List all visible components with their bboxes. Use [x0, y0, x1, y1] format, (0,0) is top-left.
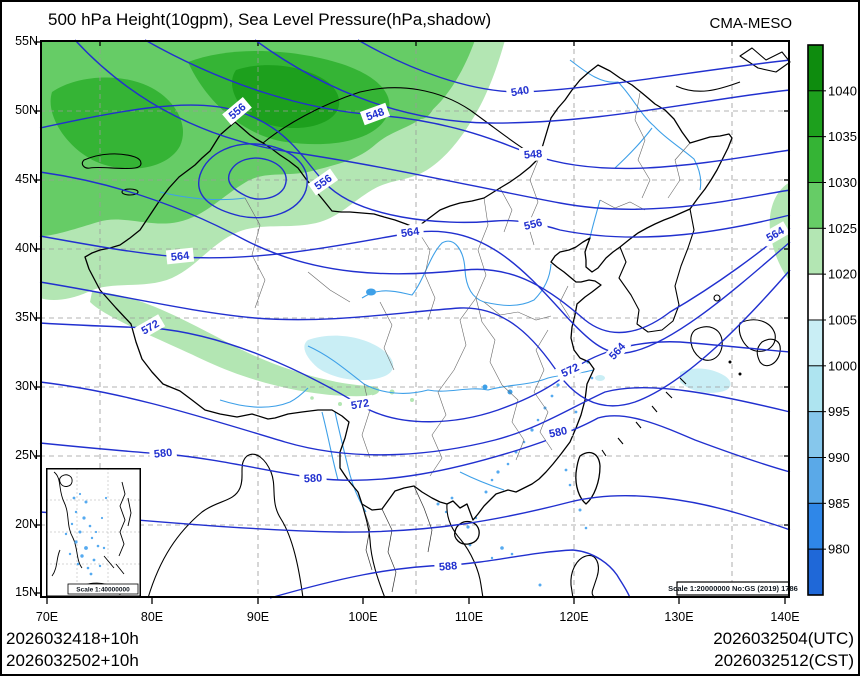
colorbar-label: 985 [828, 496, 850, 511]
colorbar-segment [807, 319, 824, 367]
contour-label: 564 [602, 336, 632, 366]
colorbar-label: 980 [828, 542, 850, 557]
contour-label: 548 [359, 102, 391, 126]
lon-axis-label: 140E [770, 610, 800, 624]
page-title: 500 hPa Height(10gpm), Sea Level Pressur… [48, 10, 492, 29]
contour-label: 548 [518, 145, 548, 163]
svg-text:548: 548 [365, 106, 386, 124]
colorbar-label: 990 [828, 450, 850, 465]
lon-axis-label: 70E [35, 610, 59, 624]
init-time-2: 2026032502+10h [6, 651, 139, 670]
province-borders [244, 92, 691, 593]
colorbar-label: 1000 [828, 358, 857, 373]
svg-text:548: 548 [523, 148, 542, 162]
lon-axis-label: 120E [559, 610, 589, 624]
colorbar-segment [807, 457, 824, 504]
colorbar-segment [807, 182, 824, 229]
colorbar-label: 1020 [828, 267, 857, 282]
svg-text:580: 580 [153, 447, 173, 461]
contour-label: 540 [505, 81, 535, 101]
colorbar-segment [807, 273, 824, 321]
svg-text:572: 572 [350, 397, 370, 412]
rivers-layer [159, 59, 702, 513]
contour-label: 580 [543, 422, 573, 442]
colorbar-segment [807, 548, 824, 596]
lat-axis-label: 40N [15, 241, 38, 255]
svg-text:580: 580 [548, 425, 568, 441]
lat-axis-label: 20N [15, 517, 38, 531]
coastlines-layer [81, 47, 791, 599]
axis-ticks [34, 40, 790, 604]
model-name: CMA-MESO [709, 15, 793, 32]
coastal-speckles [436, 360, 594, 587]
colorbar-segment [807, 502, 824, 550]
svg-text:564: 564 [400, 226, 421, 241]
svg-text:556: 556 [523, 217, 544, 233]
lon-axis-label: 80E [140, 610, 164, 624]
contour-label: 572 [554, 357, 586, 383]
colorbar-label: 1040 [828, 83, 857, 98]
lat-axis-label: 35N [15, 310, 38, 324]
colorbar-segment [807, 365, 824, 413]
colorbar-segment [807, 44, 824, 92]
svg-text:564: 564 [170, 250, 190, 264]
lat-axis-label: 30N [15, 379, 38, 393]
map-scale-box: Scale 1:20000000 No:GS (2019) 1786 [668, 581, 798, 596]
svg-text:540: 540 [510, 84, 530, 99]
colorbar-label: 1025 [828, 221, 857, 236]
inset-scale-note: Scale 1:40000000 [76, 587, 130, 594]
valid-time-cst: 2026032512(CST) [714, 651, 854, 670]
colorbar-segment [807, 227, 824, 275]
weather-map: 5405485485565565565645645645645725725725… [34, 39, 798, 604]
inset-scale-box [67, 583, 139, 595]
valid-time-utc: 2026032504(UTC) [713, 629, 854, 648]
lon-axis-label: 130E [664, 610, 694, 624]
colorbar-label: 1035 [828, 129, 857, 144]
lat-axis-label: 50N [15, 103, 38, 117]
lat-axis-label: 25N [15, 448, 38, 462]
map-scale-note: Scale 1:20000000 No:GS (2019) 1786 [668, 584, 798, 593]
contour-label: 564 [165, 247, 195, 265]
colorbar-label: 1005 [828, 313, 857, 328]
inset-grid [46, 468, 141, 597]
lon-axis-label: 110E [454, 610, 484, 624]
lon-axis-label: 90E [246, 610, 270, 624]
colorbar-segment [807, 90, 824, 138]
lon-axis-label: 100E [348, 610, 378, 624]
lat-axis-label: 45N [15, 172, 38, 186]
contour-label: 580 [299, 470, 327, 486]
init-time-1: 2026032418+10h [6, 629, 139, 648]
svg-text:580: 580 [304, 472, 323, 485]
colorbar-segment [807, 411, 824, 458]
lat-axis-label: 55N [15, 34, 38, 48]
pressure-shading-layer [40, 40, 790, 406]
svg-text:588: 588 [438, 560, 457, 574]
inset-islands [64, 492, 108, 576]
contour-label: 572 [345, 394, 375, 414]
colorbar-segment [807, 136, 824, 183]
contour-label: 588 [433, 557, 463, 575]
map-frame [40, 40, 790, 598]
inset-map: Scale 1:40000000 [46, 468, 141, 597]
colorbar-label: 995 [828, 404, 850, 419]
colorbar-svg: 1040 1035 1030 1025 1020 1005 1000 995 990 985 980 [807, 44, 857, 596]
colorbar-label: 1030 [828, 175, 857, 190]
contour-label: 556 [518, 213, 548, 235]
lat-axis-label: 15N [15, 585, 38, 599]
contour-label: 564 [395, 223, 425, 241]
contour-label: 580 [148, 444, 178, 462]
